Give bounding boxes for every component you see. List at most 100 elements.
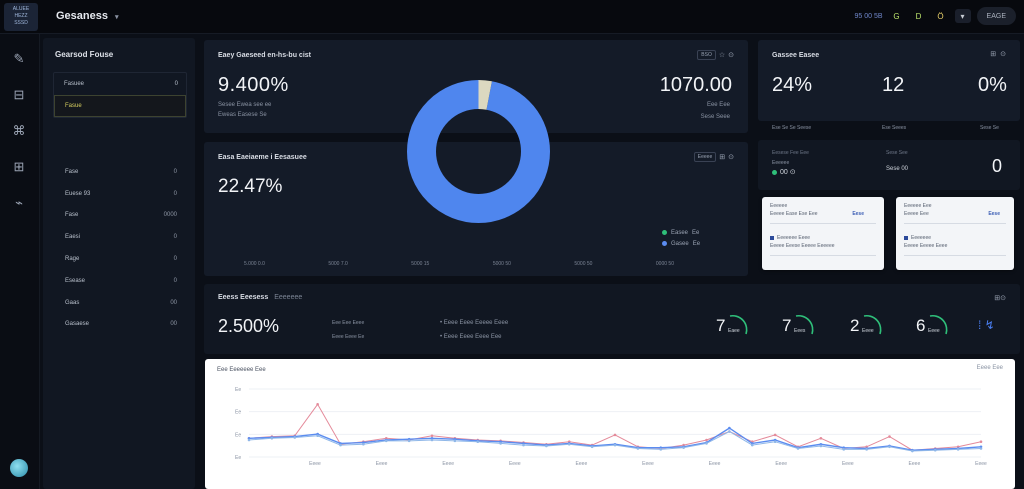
legend-item[interactable]: Easee Ee [662, 227, 700, 238]
settings-icon[interactable]: ⊙ [728, 154, 734, 161]
data-point [613, 433, 617, 437]
legend-dot [662, 230, 667, 235]
strip-caption: Eeee Eeee Ee [332, 334, 365, 340]
list-item[interactable]: Euese 93 0 [53, 183, 187, 205]
x-tick-label: Eeee [709, 461, 721, 467]
grid-icon[interactable]: G [893, 11, 900, 21]
list-item-label: Fase [65, 168, 79, 175]
list-item[interactable]: Fase 0000 [53, 205, 187, 227]
data-point [956, 448, 960, 451]
card-title: Eaey Gaeseed en-hs-bu cist [218, 52, 311, 59]
mini-card[interactable]: Eeeeee Eee Eeeee Eee Eese Eeeeeee Eeeee … [896, 197, 1014, 270]
top-action-button[interactable]: EAGE [976, 7, 1016, 25]
status-indicator: 00 ⊙ [772, 168, 796, 176]
gauge: 7 Eees [782, 310, 826, 340]
list-item[interactable]: Rage 0 [53, 248, 187, 270]
chevron-down-icon: ▾ [115, 14, 119, 21]
gauge-arc [863, 314, 882, 335]
data-point [819, 444, 823, 448]
data-point [339, 443, 342, 447]
filter-chip[interactable]: BSO [697, 50, 716, 60]
data-point [545, 444, 548, 448]
workspace-title: Gesaness [56, 10, 108, 22]
mini-card-line: Eeeee Ease Ese Eee [770, 211, 818, 217]
status-chip[interactable]: 95 00 5B [854, 12, 883, 20]
list-item[interactable]: Gasaese 00 [53, 314, 187, 336]
metric-caption: Sese Seee [700, 114, 730, 120]
avatar[interactable] [10, 459, 28, 477]
command-icon[interactable]: ⌘ [12, 123, 26, 138]
data-point [362, 442, 365, 446]
metric-caption: Sesee Ewea see ee [218, 102, 272, 108]
list-item-value: 0 [173, 256, 177, 263]
strip-tools-icon[interactable]: ⊞⊙ [994, 295, 1006, 302]
donut-segment-main [407, 80, 550, 223]
status-caption: Sese See [886, 150, 908, 156]
settings-icon[interactable]: ⊙ [1000, 51, 1006, 58]
checkbox-icon [904, 235, 908, 240]
data-point [522, 443, 525, 447]
list-item-value: 0 [173, 234, 177, 241]
gauge: 7 Eaee [716, 310, 760, 340]
list-item-label: Rage [65, 256, 80, 263]
checkbox-icon [770, 235, 774, 240]
data-point [842, 448, 846, 451]
info-icon[interactable]: ⁞ ↯ [978, 318, 995, 332]
list-item[interactable]: Esease 0 [53, 270, 187, 292]
x-tick-label: Eeee [775, 461, 787, 467]
list-item-label: Eaesi [65, 234, 81, 241]
gauge-arc [795, 314, 814, 335]
tick-label: 5000 50 [492, 261, 511, 267]
list-item-value: 0 [173, 277, 177, 284]
list-item[interactable]: Fasuee 0 [54, 73, 186, 95]
stat-label: Ese Se Se Seese [772, 125, 812, 131]
mini-card[interactable]: Eeeeee Eeeee Ease Ese Eee Eese Eeeeeee E… [762, 197, 884, 270]
grid-icon[interactable]: ⊞ [719, 154, 726, 161]
list-item-label: Fasuee [64, 81, 85, 87]
list-item[interactable]: Fase 0 [53, 161, 187, 183]
stat-value: 12 [882, 74, 905, 96]
data-point [888, 445, 891, 449]
gauge-label: Eaee [728, 328, 740, 334]
data-point [819, 437, 823, 440]
mini-card-line: Eeeeee Eee [904, 203, 932, 209]
data-point [293, 436, 297, 439]
dashboard-icon[interactable]: ⊟ [13, 87, 25, 102]
list-item[interactable]: Eaesi 0 [53, 226, 187, 248]
app-logo[interactable]: ALUEE HEZZ SSSD [4, 3, 38, 31]
list-item-label: Gasaese [65, 321, 90, 328]
filter-chip[interactable]: Eeeee [693, 152, 717, 162]
x-tick-label: Eeee [376, 461, 388, 467]
gauge-arc [929, 314, 948, 335]
gauge: 6 Eeee [916, 310, 960, 340]
overview-card: Gassee Easee ⊞ ⊙ 24% 12 0% [758, 40, 1020, 121]
apps-icon[interactable]: ⊞ [13, 159, 25, 174]
metric-caption: Eweas Easese Se [218, 112, 267, 118]
edit-icon[interactable]: ✎ [13, 51, 25, 66]
workspace-switcher[interactable]: Gesaness ▾ [56, 10, 119, 22]
divider [904, 223, 1006, 224]
list-item-selected[interactable]: Fasue [54, 95, 186, 117]
line-chart: Ee Ee Ee Ee Eeee Eeee Eeee Eeee Eeee Eeee Eeee Eeee… [235, 387, 987, 467]
settings-icon[interactable]: ⊙ [728, 52, 734, 59]
star-icon[interactable]: ☆ [718, 52, 726, 59]
chart-tools[interactable]: Eeee Eee [976, 365, 1003, 371]
data-point [659, 448, 663, 451]
chart-title: Eee Eeeeeee Eee [217, 367, 266, 373]
data-point [728, 426, 731, 430]
notification-icon[interactable]: Ö [937, 11, 944, 21]
list-item[interactable]: Gaas 00 [53, 292, 187, 314]
legend-item[interactable]: Gasee Ee [662, 238, 700, 249]
activity-icon[interactable]: ⌁ [15, 195, 23, 210]
x-tick-label: Eeee [842, 461, 854, 467]
card-title: Easa Eaeiaeme i Eesasuee [218, 154, 307, 161]
refresh-icon[interactable]: D [915, 11, 922, 21]
card-tools: BSO ☆ ⊙ [697, 50, 734, 60]
gauge-arc [729, 314, 748, 335]
data-point [705, 438, 708, 442]
data-point [911, 449, 914, 453]
side-panel-title: Gearsod Fouse [55, 50, 114, 59]
user-menu-icon[interactable]: ▾ [954, 9, 971, 23]
data-point [933, 448, 937, 452]
grid-icon[interactable]: ⊞ [990, 51, 997, 58]
